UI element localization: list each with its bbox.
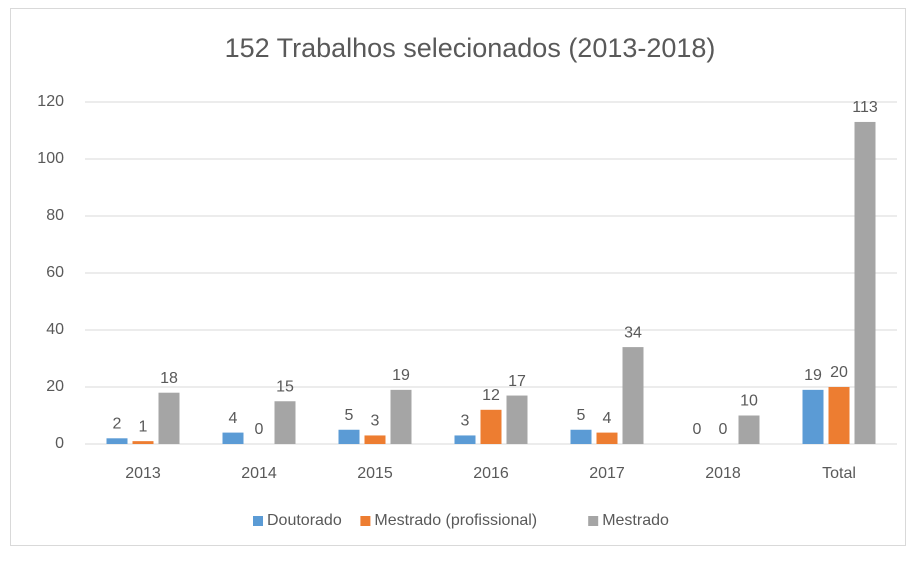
- bar: [570, 429, 592, 444]
- y-tick-label: 60: [46, 264, 64, 281]
- bar: [338, 429, 360, 444]
- x-tick-label: 2013: [125, 465, 161, 482]
- bar: [506, 395, 528, 444]
- data-label: 18: [160, 370, 178, 387]
- legend-label: Mestrado (profissional): [374, 512, 537, 529]
- bar: [222, 432, 244, 444]
- x-tick-label: Total: [822, 465, 856, 482]
- data-label: 3: [371, 413, 380, 430]
- chart-title: 152 Trabalhos selecionados (2013-2018): [225, 33, 716, 63]
- data-label: 1: [139, 418, 148, 435]
- data-label: 17: [508, 373, 526, 390]
- data-label: 34: [624, 324, 642, 341]
- bar: [364, 435, 386, 444]
- y-tick-label: 40: [46, 321, 64, 338]
- data-label: 3: [461, 413, 470, 430]
- data-label: 2: [113, 416, 122, 433]
- legend-swatch: [588, 516, 599, 526]
- bar: [828, 387, 850, 444]
- data-label: 12: [482, 387, 500, 404]
- data-label: 15: [276, 378, 294, 395]
- bar: [106, 438, 128, 444]
- legend-label: Doutorado: [267, 512, 342, 529]
- bar: [622, 347, 644, 444]
- data-label: 113: [852, 99, 878, 116]
- bar: [390, 389, 412, 444]
- legend-swatch: [253, 516, 263, 526]
- bar: [454, 435, 476, 444]
- data-label: 19: [392, 367, 410, 384]
- bar: [738, 415, 760, 444]
- data-label: 5: [345, 407, 354, 424]
- bar: [132, 441, 154, 444]
- x-tick-label: 2015: [357, 465, 393, 482]
- data-label: 4: [603, 410, 612, 427]
- bar: [480, 409, 502, 444]
- x-tick-label: 2016: [473, 465, 509, 482]
- data-label: 20: [830, 364, 848, 381]
- data-label: 10: [740, 393, 758, 410]
- legend-label: Mestrado: [602, 512, 669, 529]
- bar: [854, 121, 876, 444]
- data-label: 5: [577, 407, 586, 424]
- data-label: 4: [229, 410, 238, 427]
- y-tick-label: 120: [37, 93, 64, 110]
- x-tick-label: 2014: [241, 465, 277, 482]
- y-tick-label: 0: [55, 435, 64, 452]
- data-label: 0: [693, 421, 702, 438]
- bar: [158, 392, 180, 444]
- y-tick-label: 20: [46, 378, 64, 395]
- data-label: 0: [255, 421, 264, 438]
- y-tick-label: 100: [37, 150, 64, 167]
- data-label: 19: [804, 367, 822, 384]
- bar: [274, 401, 296, 444]
- data-label: 0: [719, 421, 728, 438]
- bar: [802, 389, 824, 444]
- x-tick-label: 2017: [589, 465, 625, 482]
- x-tick-label: 2018: [705, 465, 741, 482]
- chart-frame: [10, 8, 906, 546]
- bar: [596, 432, 618, 444]
- y-tick-label: 80: [46, 207, 64, 224]
- legend-swatch: [360, 516, 371, 526]
